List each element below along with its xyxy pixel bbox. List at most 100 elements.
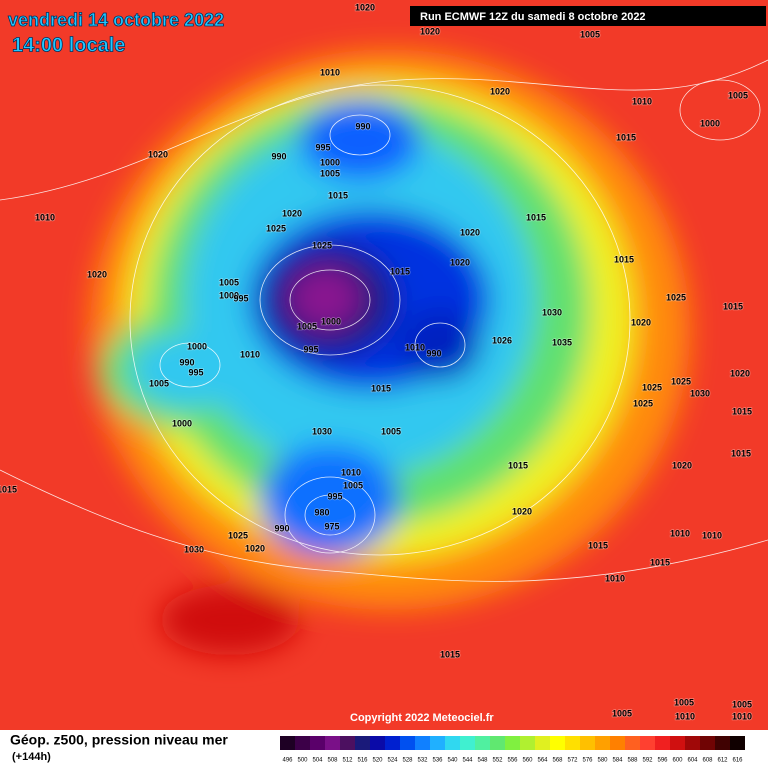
isobar-label: 1020	[355, 2, 375, 12]
isobar-label: 990	[355, 121, 370, 131]
isobar-label: 1015	[0, 484, 17, 494]
legend-label: 556	[507, 758, 518, 764]
legend-label: 592	[642, 758, 653, 764]
isobar-label: 1000	[700, 118, 720, 128]
isobar-label: 1020	[420, 26, 440, 36]
legend-label: 608	[702, 758, 713, 764]
isobar-label: 1015	[614, 254, 634, 264]
legend-swatch	[550, 736, 565, 750]
field-blue-east	[400, 310, 480, 380]
isobar-label: 990	[271, 151, 286, 161]
legend-swatch	[445, 736, 460, 750]
legend-label: 616	[732, 758, 743, 764]
isobar-label: 1000	[187, 341, 207, 351]
legend-swatch	[520, 736, 535, 750]
isobar-label: 1025	[666, 292, 686, 302]
isobar-label: 1020	[87, 269, 107, 279]
legend-label: 584	[612, 758, 623, 764]
legend-label: 612	[717, 758, 728, 764]
legend-label: 540	[447, 758, 458, 764]
legend-swatch	[370, 736, 385, 750]
isobar-label: 1005	[343, 480, 363, 490]
legend-label: 548	[477, 758, 488, 764]
legend-label: 528	[402, 758, 413, 764]
legend-label: 588	[627, 758, 638, 764]
isobar-label: 1015	[723, 301, 743, 311]
isobar-label: 1015	[616, 132, 636, 142]
isobar-label: 1000	[320, 157, 340, 167]
legend-swatch	[385, 736, 400, 750]
isobar-lines	[0, 59, 768, 582]
run-text: Run ECMWF 12Z du samedi 8 octobre 2022	[420, 11, 646, 23]
legend-label: 508	[327, 758, 338, 764]
isobar-label: 1020	[672, 460, 692, 470]
isobar-label: 1005	[674, 697, 694, 707]
isobar-label: 1005	[381, 426, 401, 436]
legend-swatch	[610, 736, 625, 750]
legend-swatch	[715, 736, 730, 750]
legend-label: 560	[522, 758, 533, 764]
isobar-label: 1026	[492, 335, 512, 345]
isobar-label: 1005	[728, 90, 748, 100]
isobar-label: 1020	[490, 86, 510, 96]
isobar-label: 1010	[240, 349, 260, 359]
legend-label: 564	[537, 758, 548, 764]
isobar-label: 1010	[35, 212, 55, 222]
isobar-label: 1025	[266, 223, 286, 233]
legend-swatch	[625, 736, 640, 750]
legend-swatch	[580, 736, 595, 750]
isobar-label: 1020	[148, 149, 168, 159]
legend-label: 580	[597, 758, 608, 764]
isobar-label: 1010	[732, 711, 752, 721]
isobar-label: 990	[426, 348, 441, 358]
run-banner	[410, 6, 766, 26]
legend-label: 532	[417, 758, 428, 764]
isobar-label: 1015	[588, 540, 608, 550]
isobar-label: 1030	[184, 544, 204, 554]
isobar-label: 1010	[320, 67, 340, 77]
legend-swatch	[730, 736, 745, 750]
isobar-label: 1015	[440, 649, 460, 659]
isobar-label: 995	[315, 142, 330, 152]
isobar-label: 1000	[172, 418, 192, 428]
field-purple	[290, 268, 360, 328]
isobar-label: 1000	[219, 290, 239, 300]
isobar-label: 1020	[282, 208, 302, 218]
isobar-label: 1005	[612, 708, 632, 718]
isobar-label: 995	[303, 344, 318, 354]
isobar-label: 995	[327, 491, 342, 501]
legend-swatch	[595, 736, 610, 750]
isobar-label: 1015	[732, 406, 752, 416]
legend-swatch	[325, 736, 340, 750]
isobar-label: 1010	[605, 573, 625, 583]
legend-label: 524	[387, 758, 398, 764]
legend-swatch	[490, 736, 505, 750]
isobar-label: 1010	[405, 342, 425, 352]
legend-swatch	[475, 736, 490, 750]
isobar-label: 990	[179, 357, 194, 367]
legend-label: 500	[297, 758, 308, 764]
isobar-label: 1005	[732, 699, 752, 709]
legend-label: 600	[672, 758, 683, 764]
geopotential-field	[0, 0, 768, 730]
legend-swatch	[310, 736, 325, 750]
legend-label: 568	[552, 758, 563, 764]
isobar-label: 1005	[320, 168, 340, 178]
isobar-label: 1005	[149, 378, 169, 388]
isobar-label: 1020	[460, 227, 480, 237]
legend-label: 516	[357, 758, 368, 764]
legend-swatch	[295, 736, 310, 750]
isobar-label: 980	[314, 507, 329, 517]
isobar-label: 1020	[730, 368, 750, 378]
isobar-label: 1000	[321, 316, 341, 326]
isobar-label: 1015	[508, 460, 528, 470]
legend-swatch	[565, 736, 580, 750]
isobar-label: 1025	[228, 530, 248, 540]
legend-label: 536	[432, 758, 443, 764]
isobar-label: 1010	[632, 96, 652, 106]
isobar-label: 975	[324, 521, 339, 531]
legend-swatch	[685, 736, 700, 750]
isobar-label: 995	[188, 367, 203, 377]
legend-swatch	[655, 736, 670, 750]
